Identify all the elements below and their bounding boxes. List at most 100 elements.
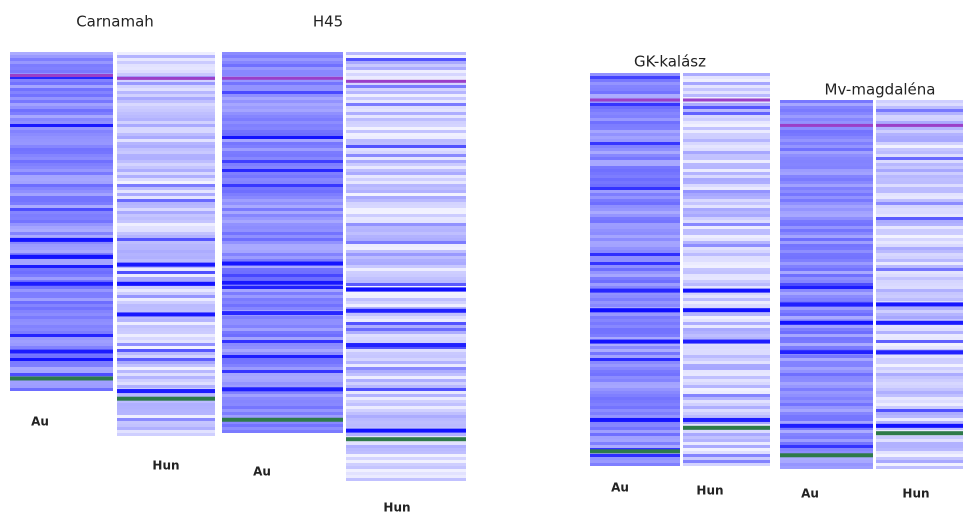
- band: [876, 166, 963, 169]
- band: [876, 205, 963, 208]
- band: [590, 436, 680, 439]
- band: [683, 298, 770, 301]
- band: [10, 178, 113, 181]
- band: [117, 346, 215, 349]
- band: [10, 313, 113, 316]
- band: [590, 241, 680, 244]
- band: [683, 184, 770, 187]
- band: [780, 373, 873, 376]
- band: [346, 109, 466, 112]
- band: [10, 196, 113, 199]
- dark-band: [117, 389, 215, 393]
- band: [683, 160, 770, 163]
- band: [590, 115, 680, 118]
- band: [590, 334, 680, 337]
- band: [10, 262, 113, 265]
- band: [780, 289, 873, 292]
- band: [876, 454, 963, 457]
- band: [590, 301, 680, 304]
- band: [10, 355, 113, 358]
- band: [780, 211, 873, 214]
- marker-band-top: [876, 124, 963, 127]
- band: [780, 310, 873, 313]
- dark-band: [346, 343, 466, 347]
- band: [222, 223, 343, 226]
- band: [117, 319, 215, 322]
- band: [10, 211, 113, 214]
- band: [876, 355, 963, 358]
- band: [222, 358, 343, 361]
- band: [117, 217, 215, 220]
- marker-band-bottom: [780, 453, 873, 457]
- band: [683, 196, 770, 199]
- band: [683, 139, 770, 142]
- band: [876, 226, 963, 229]
- band: [117, 355, 215, 358]
- band: [346, 382, 466, 385]
- band: [222, 400, 343, 403]
- band: [590, 181, 680, 184]
- band: [10, 190, 113, 193]
- band: [876, 280, 963, 283]
- band: [683, 133, 770, 136]
- band: [780, 220, 873, 223]
- band: [683, 211, 770, 214]
- band: [346, 166, 466, 169]
- band: [117, 325, 215, 328]
- band: [780, 394, 873, 397]
- band: [780, 175, 873, 178]
- band: [780, 316, 873, 319]
- band: [117, 184, 215, 187]
- band: [876, 397, 963, 400]
- band: [10, 145, 113, 148]
- band: [10, 223, 113, 226]
- band: [683, 217, 770, 220]
- band: [876, 148, 963, 151]
- band: [590, 208, 680, 211]
- band: [10, 205, 113, 208]
- band: [780, 253, 873, 256]
- band: [117, 154, 215, 157]
- band: [876, 460, 963, 463]
- band: [876, 106, 963, 109]
- band: [876, 373, 963, 376]
- band: [10, 55, 113, 58]
- panel-title: GK-kalász: [634, 53, 706, 71]
- band: [346, 232, 466, 235]
- band: [590, 382, 680, 385]
- band: [346, 247, 466, 250]
- band: [117, 160, 215, 163]
- band: [222, 322, 343, 325]
- page: CarnamahAuHunH45AuHunGK-kalászAuHunMv-ma…: [0, 0, 963, 514]
- band: [222, 319, 343, 322]
- band: [10, 148, 113, 151]
- band: [780, 172, 873, 175]
- band: [222, 382, 343, 385]
- lane: [876, 100, 963, 469]
- band: [117, 403, 215, 406]
- band: [222, 409, 343, 412]
- band: [222, 169, 343, 172]
- band: [117, 181, 215, 184]
- band: [346, 175, 466, 178]
- band: [683, 199, 770, 202]
- band: [780, 268, 873, 271]
- band: [780, 298, 873, 301]
- band: [346, 376, 466, 379]
- band: [780, 229, 873, 232]
- band: [780, 442, 873, 445]
- band: [346, 199, 466, 202]
- lane: [222, 52, 343, 433]
- band: [117, 247, 215, 250]
- band: [683, 451, 770, 454]
- band: [10, 181, 113, 184]
- band: [346, 373, 466, 376]
- band: [780, 247, 873, 250]
- band: [590, 103, 680, 106]
- band: [780, 325, 873, 328]
- band: [346, 268, 466, 271]
- band: [222, 340, 343, 343]
- dark-band: [876, 321, 963, 325]
- band: [222, 274, 343, 277]
- band: [590, 175, 680, 178]
